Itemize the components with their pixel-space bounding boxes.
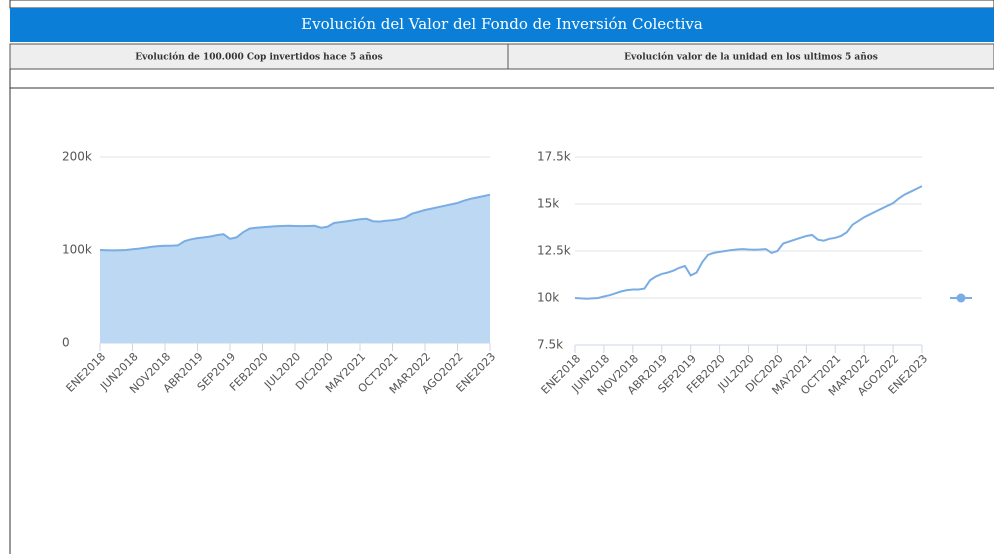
y-tick-label: 100k [62,243,92,257]
y-tick-label: 200k [62,150,92,164]
column-title: Evolución valor de la unidad en los ulti… [624,52,878,63]
column-title: Evolución de 100.000 Cop invertidos hace… [135,52,383,63]
column-header [9,43,509,70]
y-tick-label: 12.5k [537,244,571,258]
y-tick-label: 15k [537,197,559,211]
top-row [9,0,994,9]
column-header [507,43,994,70]
legend-symbol [956,293,966,303]
area-fill [100,194,490,343]
line [99,193,491,252]
y-tick-label: 17.5k [537,150,571,164]
title-bar [10,8,994,42]
y-tick-label: 0 [62,336,70,350]
y-tick-label: 10k [537,291,559,305]
y-tick-label: 7.5k [537,338,563,352]
line [574,185,923,300]
page-title: Evolución del Valor del Fondo de Inversi… [301,15,703,33]
